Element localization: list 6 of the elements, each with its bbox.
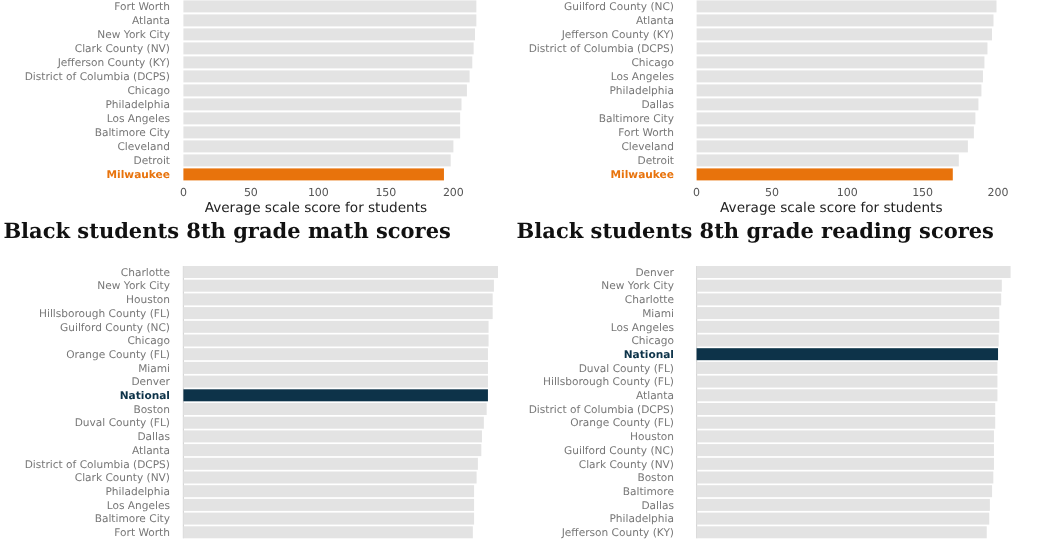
bar [696, 168, 953, 181]
bar [183, 168, 444, 181]
chart-title: Black students 8th grade reading scores [516, 220, 995, 244]
bar [183, 389, 488, 402]
chart-title: Black students 8th grade math scores [3, 220, 452, 244]
bar [696, 348, 999, 361]
